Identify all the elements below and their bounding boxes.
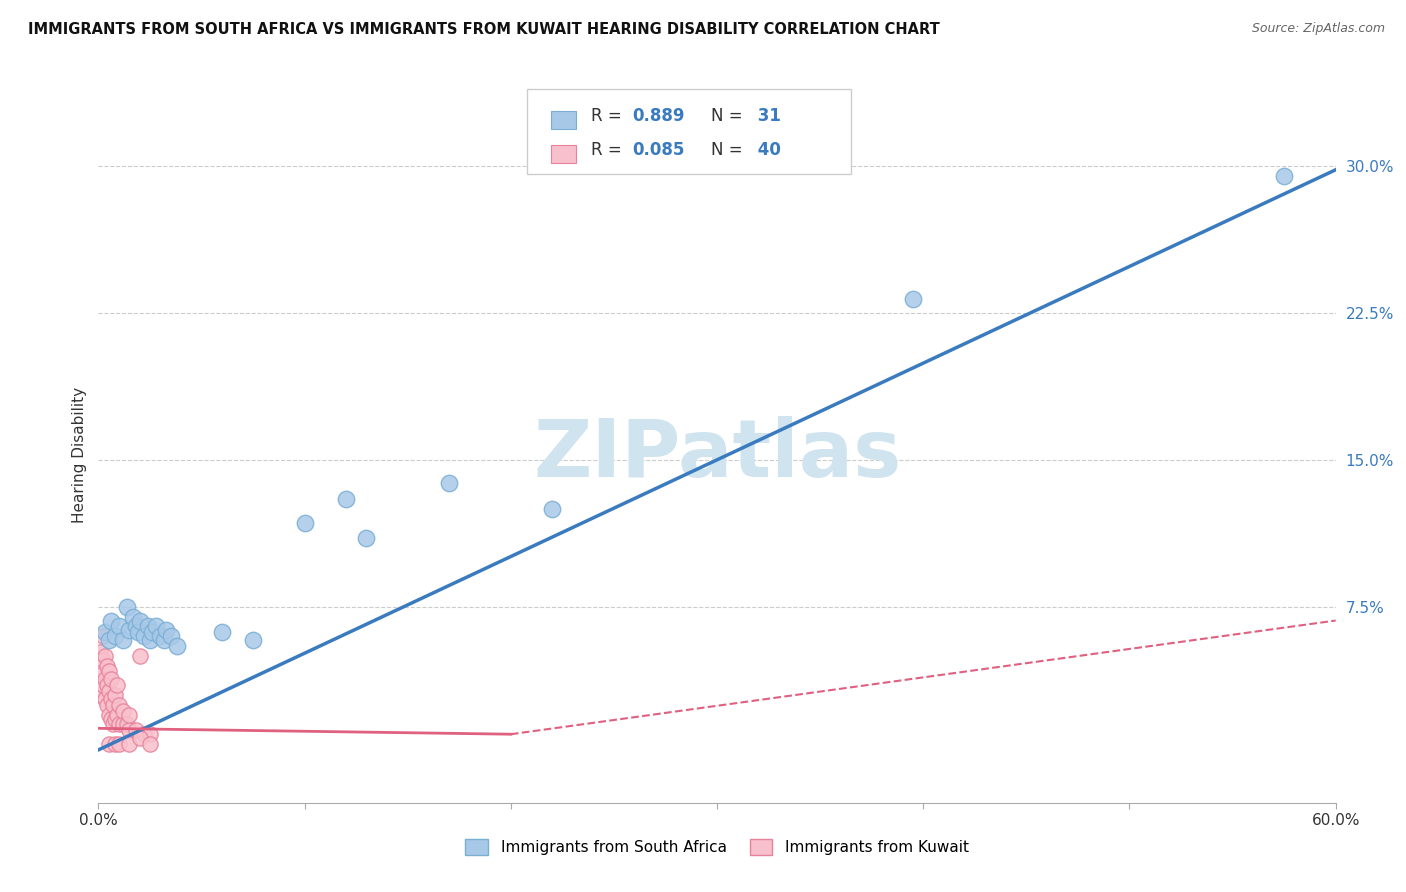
Point	[93, 692, 115, 706]
Point	[101, 698, 124, 712]
Point	[118, 723, 141, 738]
Point	[93, 625, 115, 640]
Point	[132, 727, 155, 741]
Point	[141, 625, 163, 640]
Point	[112, 704, 135, 718]
Point	[128, 648, 150, 663]
Point	[132, 629, 155, 643]
Point	[96, 678, 118, 692]
Point	[139, 727, 162, 741]
Point	[104, 688, 127, 702]
Point	[89, 688, 111, 702]
Point	[97, 633, 120, 648]
Point	[96, 658, 118, 673]
Point	[294, 516, 316, 530]
Point	[105, 707, 128, 722]
Point	[97, 684, 120, 698]
Point	[124, 619, 146, 633]
Point	[145, 619, 167, 633]
Point	[118, 624, 141, 638]
Point	[541, 501, 564, 516]
Text: IMMIGRANTS FROM SOUTH AFRICA VS IMMIGRANTS FROM KUWAIT HEARING DISABILITY CORREL: IMMIGRANTS FROM SOUTH AFRICA VS IMMIGRAN…	[28, 22, 939, 37]
Point	[155, 624, 177, 638]
Point	[93, 648, 115, 663]
Point	[153, 633, 176, 648]
Text: N =: N =	[711, 141, 748, 159]
Point	[104, 712, 127, 726]
Point	[128, 614, 150, 628]
Point	[166, 639, 188, 653]
Point	[108, 737, 131, 751]
Text: 0.889: 0.889	[633, 107, 685, 125]
Point	[128, 731, 150, 745]
Y-axis label: Hearing Disability: Hearing Disability	[72, 387, 87, 523]
Point	[117, 599, 139, 614]
Point	[96, 698, 118, 712]
Point	[91, 653, 114, 667]
Text: ZIPatlas: ZIPatlas	[533, 416, 901, 494]
Point	[105, 678, 128, 692]
Point	[108, 698, 131, 712]
Point	[136, 619, 159, 633]
Text: N =: N =	[711, 107, 748, 125]
Point	[101, 717, 124, 731]
Point	[122, 609, 145, 624]
Point	[118, 707, 141, 722]
Point	[100, 673, 122, 687]
Point	[112, 633, 135, 648]
Point	[91, 629, 114, 643]
Point	[97, 665, 120, 679]
Point	[100, 614, 122, 628]
Point	[127, 625, 149, 640]
Legend: Immigrants from South Africa, Immigrants from Kuwait: Immigrants from South Africa, Immigrants…	[460, 833, 974, 862]
Text: Source: ZipAtlas.com: Source: ZipAtlas.com	[1251, 22, 1385, 36]
Point	[91, 678, 114, 692]
Point	[89, 668, 111, 682]
Point	[100, 692, 122, 706]
Point	[97, 737, 120, 751]
Point	[139, 633, 162, 648]
Point	[1272, 169, 1295, 183]
Text: R =: R =	[591, 107, 627, 125]
Point	[93, 673, 115, 687]
Text: 31: 31	[752, 107, 782, 125]
Point	[112, 717, 135, 731]
Point	[117, 717, 139, 731]
Text: 40: 40	[752, 141, 782, 159]
Text: 0.085: 0.085	[633, 141, 685, 159]
Point	[901, 292, 924, 306]
Point	[108, 717, 131, 731]
Point	[149, 629, 172, 643]
Point	[104, 737, 127, 751]
Point	[124, 723, 146, 738]
Point	[104, 629, 127, 643]
Point	[100, 712, 122, 726]
Point	[159, 629, 181, 643]
Point	[97, 707, 120, 722]
Point	[118, 737, 141, 751]
Point	[242, 633, 264, 648]
Point	[356, 531, 378, 545]
Point	[139, 737, 162, 751]
Point	[335, 491, 357, 506]
Text: R =: R =	[591, 141, 627, 159]
Point	[211, 625, 233, 640]
Point	[89, 645, 111, 659]
Point	[437, 476, 460, 491]
Point	[108, 619, 131, 633]
